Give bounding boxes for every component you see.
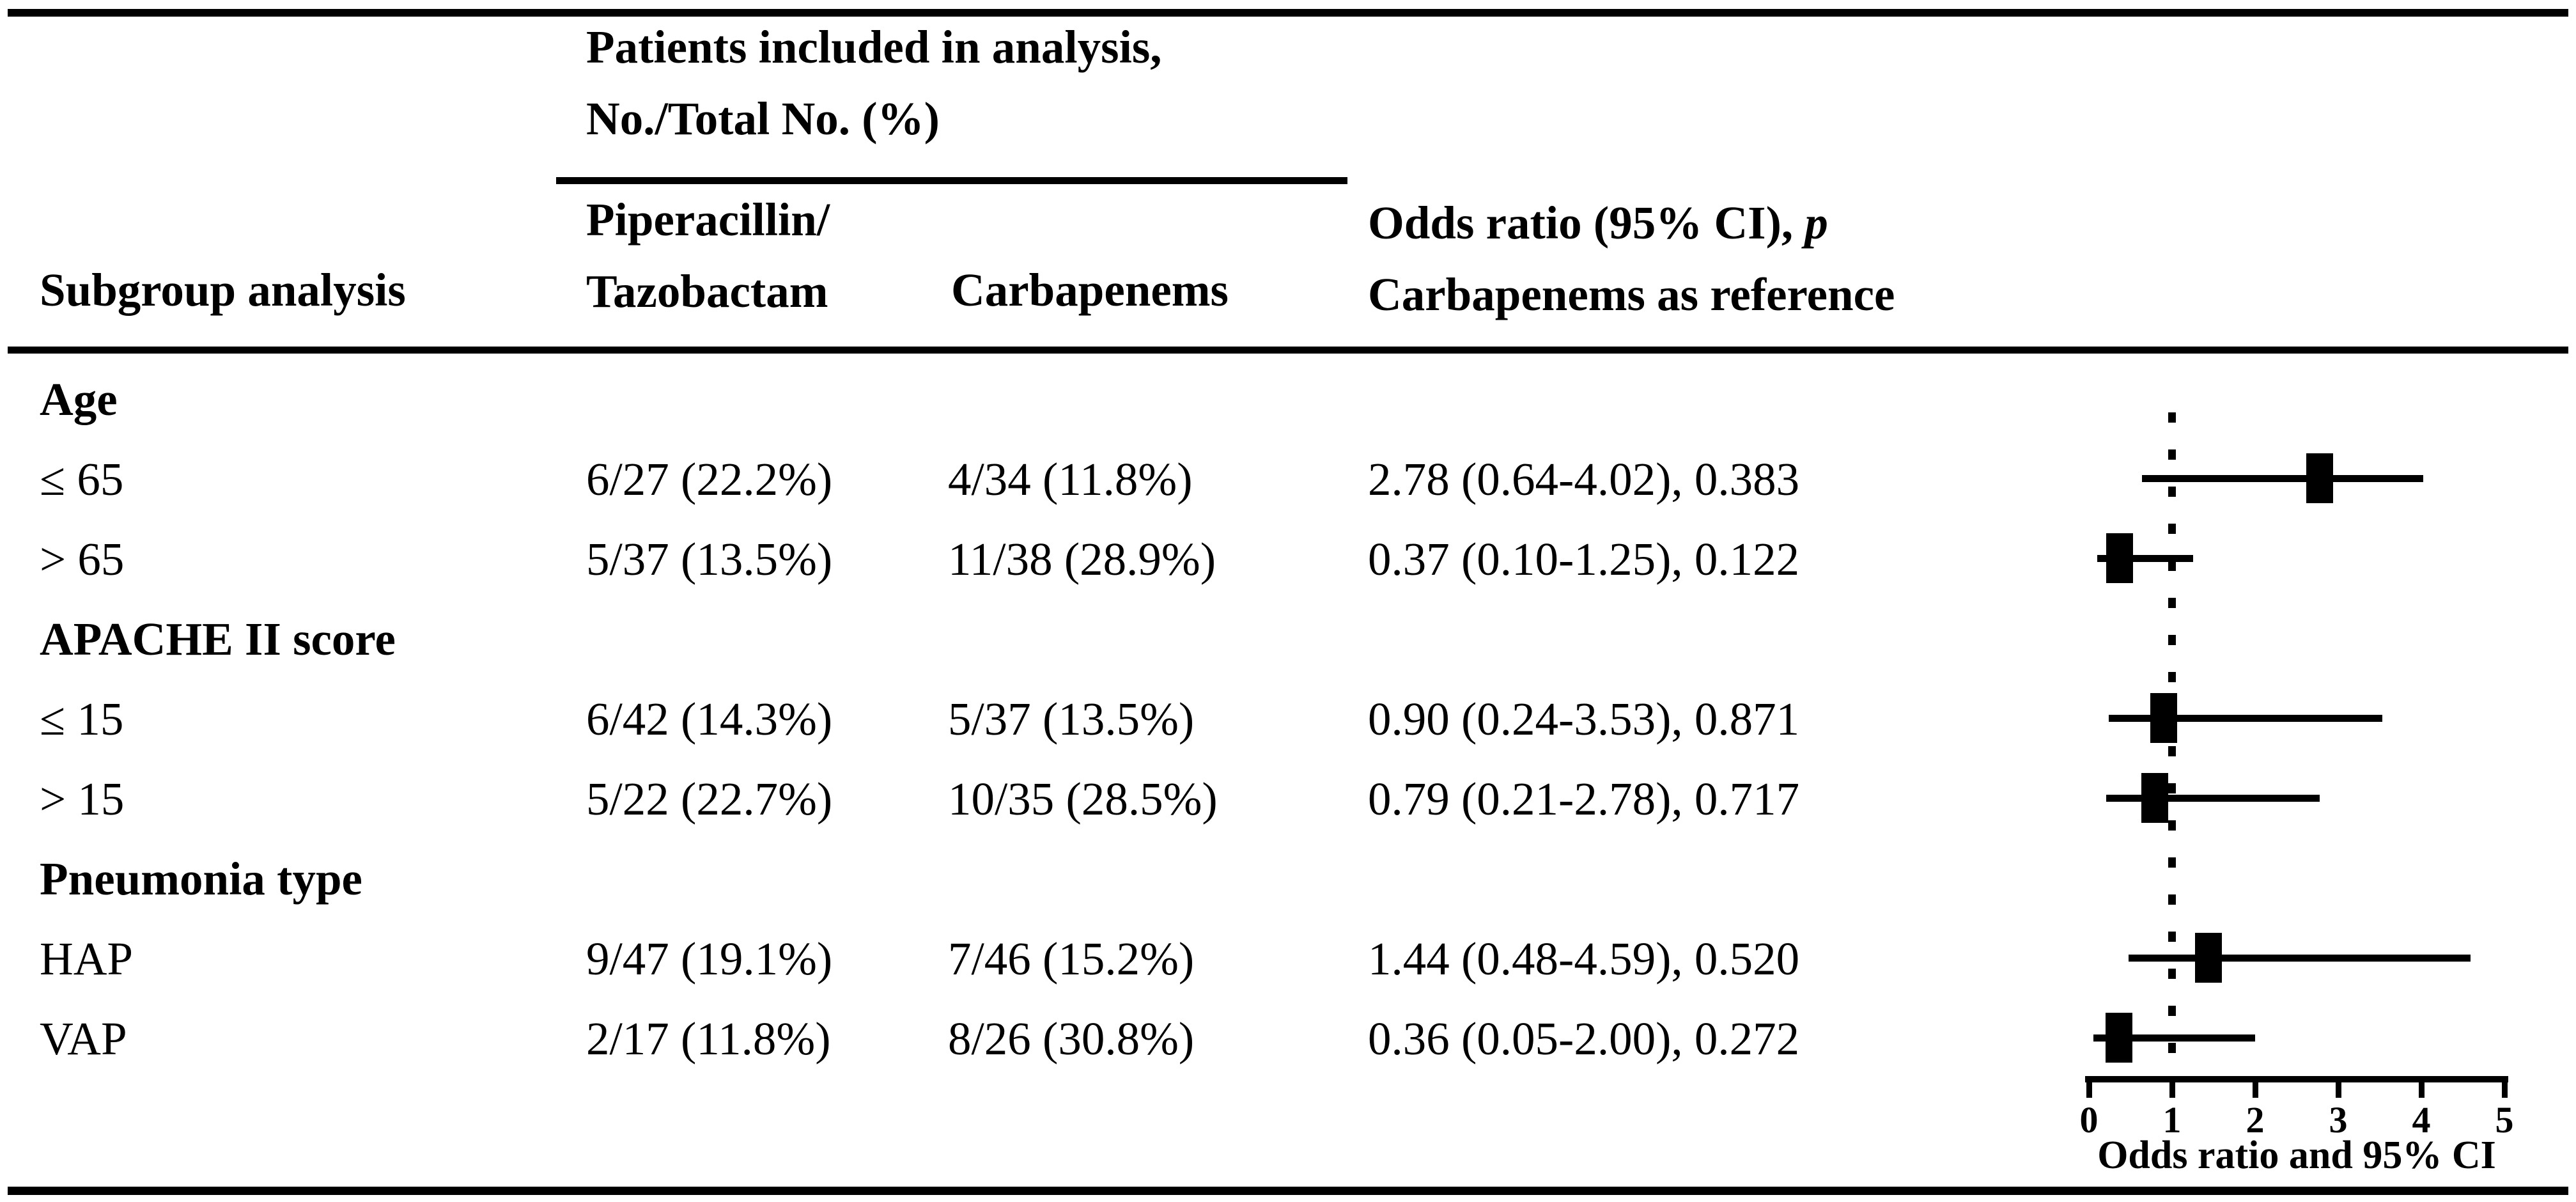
or-header-line1: Odds ratio (95% CI), p (1368, 187, 1895, 259)
x-axis-tick (2502, 1076, 2508, 1098)
table-row-apache-le15: ≤ 15 6/42 (14.3%) 5/37 (13.5%) 0.90 (0.2… (0, 684, 2576, 754)
pip-value: 6/42 (14.3%) (586, 693, 833, 745)
odds-ratio-value: 0.36 (0.05-2.00), 0.272 (1368, 1013, 1800, 1065)
ci-line (2142, 475, 2423, 482)
carb-value: 8/26 (30.8%) (948, 1013, 1195, 1065)
x-axis-tick (2086, 1076, 2092, 1098)
or-marker (2306, 453, 2334, 503)
or-header-line2: Carbapenems as reference (1368, 269, 1895, 320)
odds-ratio-value: 0.90 (0.24-3.53), 0.871 (1368, 693, 1800, 745)
pip-value: 9/47 (19.1%) (586, 933, 833, 985)
pip-value: 6/27 (22.2%) (586, 453, 833, 505)
table-row-age-gt65: > 65 5/37 (13.5%) 11/38 (28.9%) 0.37 (0.… (0, 524, 2576, 595)
table-row-apache: APACHE II score (0, 604, 2576, 675)
x-axis-tick (2419, 1076, 2425, 1098)
spanner-underline (556, 177, 1347, 184)
carb-value: 5/37 (13.5%) (948, 693, 1195, 745)
odds-ratio-value: 1.44 (0.48-4.59), 0.520 (1368, 933, 1800, 985)
ci-line (2093, 1034, 2255, 1042)
row-label: VAP (40, 1013, 127, 1065)
carb-value: 11/38 (28.9%) (948, 533, 1216, 585)
table-row-age-le65: ≤ 65 6/27 (22.2%) 4/34 (11.8%) 2.78 (0.6… (0, 444, 2576, 515)
ci-line (2106, 795, 2320, 802)
header-separator-rule (8, 347, 2568, 354)
top-rule (8, 9, 2568, 17)
table-row-apache-gt15: > 15 5/22 (22.7%) 10/35 (28.5%) 0.79 (0.… (0, 764, 2576, 834)
x-axis-line (2085, 1076, 2508, 1082)
column-header-odds-ratio: Odds ratio (95% CI), p Carbapenems as re… (1368, 187, 1895, 331)
carb-value: 4/34 (11.8%) (948, 453, 1193, 505)
spanner-header-line2: No./Total No. (%) (586, 93, 940, 144)
column-header-subgroup: Subgroup analysis (40, 264, 406, 316)
x-axis-tick-label: 2 (2246, 1099, 2265, 1141)
row-label: ≤ 15 (40, 693, 124, 745)
or-marker (2105, 1013, 2132, 1063)
ci-line (2129, 955, 2471, 962)
x-axis-title: Odds ratio and 95% CI (2097, 1134, 2496, 1177)
carb-value: 7/46 (15.2%) (948, 933, 1195, 985)
spanner-header-line1: Patients included in analysis, (586, 21, 1162, 73)
row-label: > 15 (40, 773, 125, 825)
x-axis-tick (2169, 1076, 2175, 1098)
pip-header-line1: Piperacillin/ (586, 194, 830, 246)
or-marker (2195, 933, 2223, 983)
or-header-line1-text: Odds ratio (95% CI), (1368, 197, 1805, 249)
spanner-header: Patients included in analysis, No./Total… (586, 12, 1162, 155)
odds-ratio-value: 0.79 (0.21-2.78), 0.717 (1368, 773, 1800, 825)
column-header-carbapenems: Carbapenems (951, 264, 1229, 316)
table-row-vap: VAP 2/17 (11.8%) 8/26 (30.8%) 0.36 (0.05… (0, 1004, 2576, 1074)
row-label: > 65 (40, 533, 125, 585)
ci-line (2109, 715, 2382, 722)
or-marker (2141, 773, 2168, 823)
pip-value: 5/37 (13.5%) (586, 533, 833, 585)
x-axis-tick-label: 3 (2329, 1099, 2348, 1141)
bottom-rule (8, 1187, 2568, 1195)
x-axis-tick-label: 1 (2162, 1099, 2182, 1141)
table-row-age: Age (0, 364, 2576, 435)
row-label: Pneumonia type (40, 853, 362, 905)
x-axis-tick-label: 5 (2495, 1099, 2514, 1141)
x-axis-tick (2336, 1076, 2341, 1098)
x-axis-tick-label: 0 (2079, 1099, 2099, 1141)
table-row-hap: HAP 9/47 (19.1%) 7/46 (15.2%) 1.44 (0.48… (0, 924, 2576, 994)
reference-line-or1 (2168, 412, 2176, 1077)
x-axis-tick (2253, 1076, 2258, 1098)
row-label: APACHE II score (40, 613, 396, 665)
row-label: HAP (40, 933, 134, 985)
or-header-p-italic: p (1804, 197, 1828, 249)
row-label: Age (40, 373, 118, 425)
carb-value: 10/35 (28.5%) (948, 773, 1218, 825)
ci-line (2097, 555, 2193, 562)
pip-value: 2/17 (11.8%) (586, 1013, 831, 1065)
or-marker (2150, 693, 2177, 743)
table-row-pneumonia-type: Pneumonia type (0, 844, 2576, 914)
odds-ratio-value: 2.78 (0.64-4.02), 0.383 (1368, 453, 1800, 505)
pip-value: 5/22 (22.7%) (586, 773, 833, 825)
row-label: ≤ 65 (40, 453, 124, 505)
column-header-piperacillin-tazobactam: Piperacillin/ Tazobactam (586, 184, 830, 327)
or-marker (2106, 533, 2134, 583)
odds-ratio-value: 0.37 (0.10-1.25), 0.122 (1368, 533, 1800, 585)
pip-header-line2: Tazobactam (586, 265, 828, 317)
x-axis-tick-label: 4 (2412, 1099, 2431, 1141)
